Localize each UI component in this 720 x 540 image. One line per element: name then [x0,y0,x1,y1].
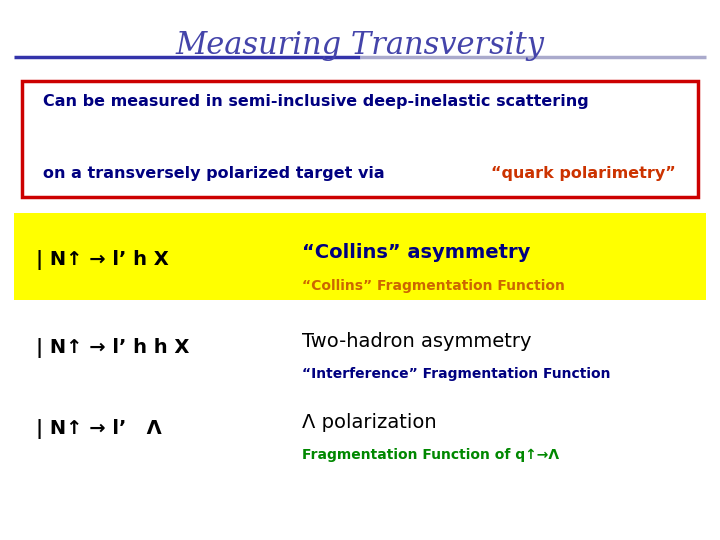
Text: Two-hadron asymmetry: Two-hadron asymmetry [302,332,532,351]
Text: “Interference” Fragmentation Function: “Interference” Fragmentation Function [302,367,611,381]
Text: “Collins” Fragmentation Function: “Collins” Fragmentation Function [302,279,565,293]
Text: Λ polarization: Λ polarization [302,413,437,432]
FancyBboxPatch shape [14,213,706,300]
Text: “quark polarimetry”: “quark polarimetry” [491,166,676,181]
Text: | N↑ → l’ h X: | N↑ → l’ h X [36,250,168,271]
Text: | N↑ → l’ h h X: | N↑ → l’ h h X [36,338,189,359]
Text: on a transversely polarized target via: on a transversely polarized target via [43,166,390,181]
Text: Measuring Transversity: Measuring Transversity [176,30,544,60]
Text: “Collins” asymmetry: “Collins” asymmetry [302,242,531,262]
Text: Fragmentation Function of q↑→Λ: Fragmentation Function of q↑→Λ [302,448,559,462]
Text: Can be measured in semi-inclusive deep-inelastic scattering: Can be measured in semi-inclusive deep-i… [43,94,589,109]
FancyBboxPatch shape [22,81,698,197]
Text: | N↑ → l’   Λ: | N↑ → l’ Λ [36,419,162,440]
